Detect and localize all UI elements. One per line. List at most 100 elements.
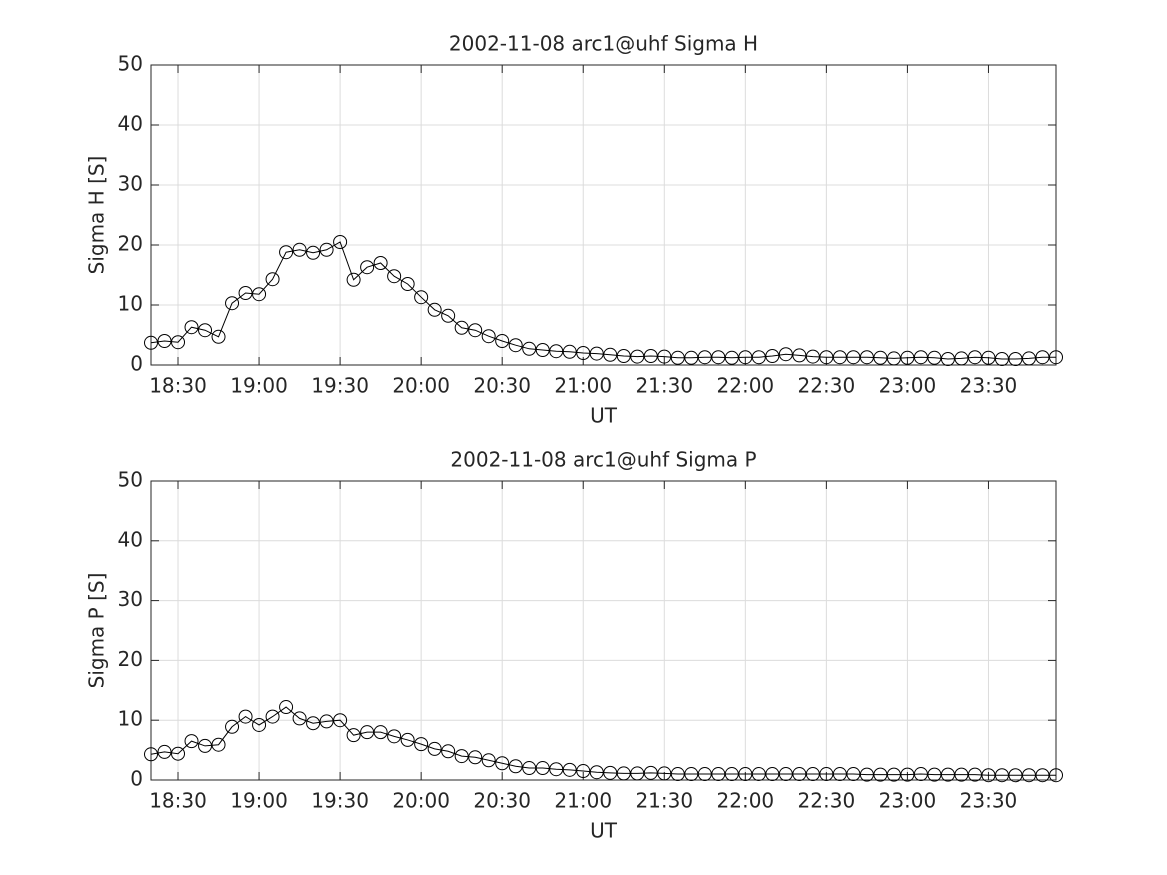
data-point (724, 350, 739, 365)
data-point (198, 323, 213, 338)
x-tick-label: 19:00 (230, 374, 288, 398)
x-tick-label: 22:00 (717, 374, 775, 398)
data-point (940, 767, 955, 782)
data-point (549, 344, 564, 359)
data-point (697, 350, 712, 365)
x-tick-label: 20:00 (392, 789, 450, 813)
data-point (994, 352, 1009, 366)
data-point (576, 346, 591, 360)
data-point (1035, 350, 1050, 365)
y-tick-label: 0 (130, 767, 143, 791)
data-point (400, 277, 415, 291)
x-tick-label: 19:30 (311, 789, 369, 813)
x-tick-label: 22:30 (798, 374, 856, 398)
x-tick-label: 19:00 (230, 789, 288, 813)
data-point (373, 725, 388, 740)
data-point (346, 728, 361, 743)
data-point (846, 350, 861, 365)
x-tick-label: 22:00 (717, 789, 775, 813)
data-point (711, 767, 726, 782)
data-point (265, 272, 280, 287)
data-point (198, 738, 213, 753)
y-tick-label: 40 (118, 112, 143, 136)
axes-box (150, 64, 1057, 366)
data-point (778, 347, 793, 362)
data-point (144, 335, 158, 350)
x-tick-label: 20:30 (473, 789, 531, 813)
data-point (967, 767, 982, 782)
data-point (832, 350, 847, 365)
data-point (630, 766, 645, 781)
data-point (954, 767, 969, 782)
axes-box (150, 480, 1057, 781)
data-point (292, 242, 307, 257)
data-point (454, 320, 469, 335)
data-point (441, 308, 456, 323)
data-point (157, 334, 172, 348)
data-point (873, 767, 888, 782)
data-point (805, 767, 820, 782)
data-point (684, 767, 699, 782)
plot-area (151, 481, 1056, 780)
data-point (630, 349, 645, 364)
data-point (643, 765, 658, 780)
x-tick-label: 18:30 (149, 374, 207, 398)
data-point (697, 767, 712, 782)
x-axis-label: UT (590, 404, 618, 428)
plot-area (151, 65, 1056, 365)
data-point (495, 334, 510, 348)
data-point (616, 766, 631, 781)
data-point (859, 350, 874, 365)
y-tick-label: 50 (118, 468, 143, 492)
data-point (927, 767, 942, 782)
data-point (549, 762, 564, 777)
data-point (427, 302, 442, 317)
y-tick-label: 30 (118, 172, 143, 196)
data-point (468, 750, 483, 765)
data-point (495, 756, 510, 771)
data-point (1021, 351, 1036, 366)
data-point (306, 716, 321, 731)
x-tick-label: 23:30 (960, 789, 1018, 813)
data-point (792, 348, 807, 363)
data-point (279, 700, 294, 715)
data-point (589, 765, 604, 780)
data-point (360, 260, 375, 275)
data-point (292, 711, 307, 726)
data-point (171, 746, 186, 761)
chart-title: 2002-11-08 arc1@uhf Sigma P (450, 448, 756, 472)
data-point (1008, 352, 1023, 366)
data-point (427, 741, 442, 756)
data-point (360, 725, 375, 740)
data-point (981, 768, 996, 783)
y-tick-label: 50 (118, 52, 143, 76)
y-tick-label: 20 (118, 232, 143, 256)
data-point (535, 343, 550, 357)
data-point (765, 767, 780, 782)
data-point (913, 350, 928, 365)
data-point (522, 761, 537, 776)
x-tick-label: 23:30 (960, 374, 1018, 398)
data-point (508, 759, 523, 774)
data-point (819, 767, 834, 782)
x-tick-label: 23:00 (879, 374, 937, 398)
data-point (279, 245, 294, 260)
data-point (252, 717, 267, 732)
data-point (238, 286, 253, 300)
data-point (211, 329, 226, 344)
data-point (886, 351, 901, 366)
data-point (967, 350, 982, 365)
data-point (1049, 768, 1063, 783)
data-point (319, 714, 334, 729)
x-tick-label: 21:00 (554, 789, 612, 813)
y-tick-label: 10 (118, 707, 143, 731)
data-point (994, 768, 1009, 783)
data-point (535, 761, 550, 776)
data-point (603, 347, 618, 362)
data-point (468, 323, 483, 338)
data-point (400, 732, 415, 747)
data-point (1008, 768, 1023, 783)
data-point (1021, 768, 1036, 783)
data-point (184, 320, 199, 335)
